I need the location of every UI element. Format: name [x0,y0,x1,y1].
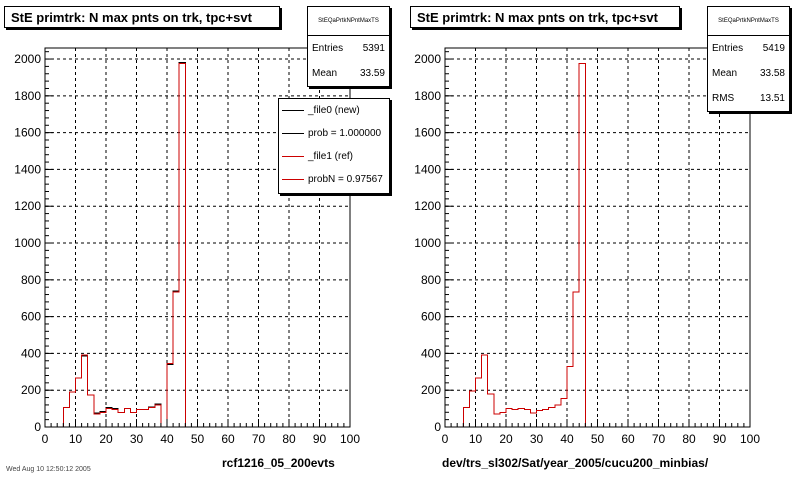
right-stats-row-entries: Entries 5419 [708,36,789,61]
left-x-tick-label: 100 [340,432,360,446]
right-stats-row-rms: RMS 13.51 [708,86,789,111]
right-x-axis-title: dev/trs_sl302/Sat/year_2005/cucu200_minb… [442,456,709,470]
right-stats-rms-value: 13.51 [759,93,785,104]
right-x-tick-label: 0 [442,432,449,446]
right-stats-box: StEQaPrtkNPntMaxTS Entries 5419 Mean 33.… [707,6,790,112]
right-stats-mean-label: Mean [712,68,738,79]
left-x-tick-label: 40 [160,432,174,446]
left-x-tick-label: 10 [69,432,83,446]
left-x-tick-label: 20 [99,432,113,446]
right-stats-rms-label: RMS [712,93,735,104]
left-stats-mean-value: 33.59 [359,68,385,79]
left-x-tick-label: 30 [130,432,144,446]
left-x-tick-label: 60 [221,432,235,446]
right-y-tick-label: 1600 [414,126,441,140]
left-stats-entries-value: 5391 [362,43,385,54]
left-y-tick-label: 1600 [14,126,41,140]
left-stats-name: StEQaPrtkNPntMaxTS [308,7,389,36]
right-y-tick-label: 600 [421,310,441,324]
right-x-tick-label: 60 [621,432,635,446]
left-stats-entries-label: Entries [312,43,344,54]
right-y-tick-label: 800 [421,273,441,287]
legend-entry-probn: probN = 0.97567 [279,168,389,191]
legend-swatch-probn [282,179,304,180]
left-legend: _file0 (new) prob = 1.000000 _file1 (ref… [278,98,390,194]
right-x-tick-label: 100 [740,432,760,446]
timestamp-footer: Wed Aug 10 12:50:12 2005 [6,466,91,473]
left-x-tick-label: 50 [191,432,205,446]
left-y-tick-label: 2000 [14,52,41,66]
legend-label-prob: prob = 1.000000 [308,128,382,139]
legend-entry-file0: _file0 (new) [279,99,389,122]
left-y-tick-label: 600 [21,310,41,324]
legend-swatch-file0 [282,110,304,111]
left-x-tick-label: 0 [42,432,49,446]
right-x-tick-label: 20 [499,432,513,446]
left-x-tick-label: 80 [282,432,296,446]
left-stats-box: StEQaPrtkNPntMaxTS Entries 5391 Mean 33.… [307,6,390,87]
left-stats-row-mean: Mean 33.59 [308,61,389,86]
left-y-tick-label: 800 [21,273,41,287]
right-y-tick-label: 1000 [414,236,441,250]
left-x-tick-label: 90 [313,432,327,446]
right-y-tick-label: 0 [434,420,441,434]
legend-swatch-prob [282,133,304,134]
left-y-tick-label: 1400 [14,162,41,176]
right-x-tick-label: 50 [591,432,605,446]
left-y-tick-label: 1800 [14,89,41,103]
left-series-1-line [45,63,350,428]
right-stats-name: StEQaPrtkNPntMaxTS [708,7,789,36]
legend-entry-file1: _file1 (ref) [279,145,389,168]
right-x-tick-label: 90 [713,432,727,446]
right-x-tick-label: 30 [530,432,544,446]
right-x-tick-label: 10 [469,432,483,446]
right-stats-row-mean: Mean 33.58 [708,61,789,86]
legend-entry-prob: prob = 1.000000 [279,122,389,145]
right-y-tick-label: 400 [421,346,441,360]
legend-label-file0: _file0 (new) [308,105,360,116]
left-y-tick-label: 0 [34,420,41,434]
right-x-tick-label: 40 [560,432,574,446]
legend-label-probn: probN = 0.97567 [308,174,383,185]
left-y-tick-label: 1200 [14,199,41,213]
right-y-tick-label: 2000 [414,52,441,66]
legend-swatch-file1 [282,156,304,157]
right-stats-mean-value: 33.58 [759,68,785,79]
left-y-tick-label: 400 [21,346,41,360]
left-chart-title: StE primtrk: N max pnts on trk, tpc+svt [4,6,280,28]
left-x-tick-label: 70 [252,432,266,446]
left-y-tick-label: 200 [21,383,41,397]
right-y-tick-label: 1800 [414,89,441,103]
right-stats-entries-label: Entries [712,43,744,54]
right-plot-area [445,48,750,427]
legend-label-file1: _file1 (ref) [308,151,354,162]
left-x-axis-title: rcf1216_05_200evts [222,456,335,470]
right-y-tick-label: 1400 [414,162,441,176]
right-series-0-line [445,63,750,428]
right-y-tick-label: 1200 [414,199,441,213]
left-stats-row-entries: Entries 5391 [308,36,389,61]
right-y-tick-label: 200 [421,383,441,397]
left-y-tick-label: 1000 [14,236,41,250]
left-stats-mean-label: Mean [312,68,338,79]
right-x-tick-label: 70 [652,432,666,446]
right-histogram-panel: 0 10 20 30 40 50 60 70 80 90 100 0 200 400 600 800 1000 1… [400,0,800,480]
left-histogram-panel: 0 10 20 30 40 50 60 70 80 90 100 0 200 400 600 800 1000 1… [4,6,390,470]
right-x-tick-label: 80 [682,432,696,446]
right-stats-entries-value: 5419 [762,43,785,54]
right-histogram-svg: 0 10 20 30 40 50 60 70 80 90 100020040060080010001… [414,47,760,446]
right-chart-title: StE primtrk: N max pnts on trk, tpc+svt [410,6,680,28]
